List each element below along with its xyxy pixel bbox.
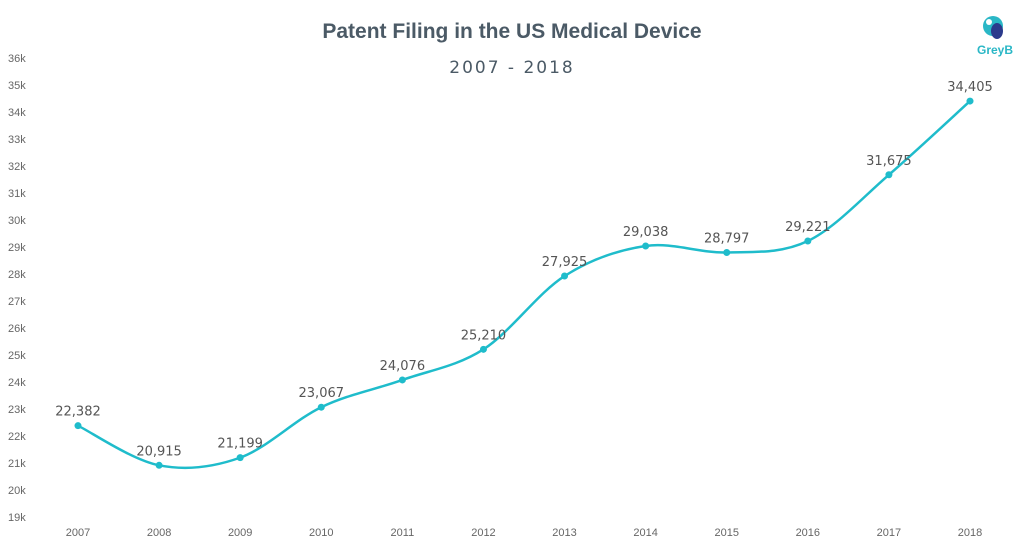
data-point — [236, 454, 244, 462]
y-tick-label: 24k — [8, 377, 26, 389]
x-tick-label: 2007 — [66, 527, 90, 539]
series-line — [77, 100, 971, 470]
x-tick-label: 2009 — [228, 527, 252, 539]
x-tick-label: 2008 — [147, 527, 171, 539]
y-tick-label: 35k — [8, 80, 26, 92]
y-tick-label: 22k — [8, 431, 26, 443]
data-point — [155, 461, 163, 469]
y-tick-label: 28k — [8, 269, 26, 281]
y-tick-label: 34k — [8, 107, 26, 119]
data-label: 23,067 — [299, 386, 345, 401]
data-point — [479, 345, 487, 353]
chart-subtitle: 2007 - 2018 — [449, 58, 575, 78]
x-tick-label: 2013 — [552, 527, 576, 539]
data-label: 29,038 — [623, 225, 669, 240]
y-tick-label: 30k — [8, 215, 26, 227]
y-tick-label: 31k — [8, 188, 26, 200]
y-axis: 19k 20k 21k 22k 23k 24k 25k 26k 27k 28k 29k 30k 31k 3… — [8, 53, 26, 524]
y-tick-label: 20k — [8, 485, 26, 497]
data-label: 21,199 — [217, 437, 263, 452]
data-label: 27,925 — [542, 255, 588, 270]
greyb-logo: GreyB — [972, 10, 1018, 64]
data-point — [966, 97, 974, 105]
logo-icon — [983, 16, 1003, 39]
logo-text: GreyB — [976, 43, 1014, 57]
chart-title: Patent Filing in the US Medical Device — [322, 20, 702, 43]
x-tick-label: 2018 — [958, 527, 982, 539]
data-point — [561, 272, 569, 280]
data-label: 28,797 — [704, 231, 750, 246]
x-tick-label: 2016 — [796, 527, 820, 539]
data-label: 22,382 — [55, 405, 101, 420]
x-tick-label: 2017 — [877, 527, 901, 539]
x-tick-label: 2011 — [391, 527, 415, 539]
x-tick-label: 2015 — [714, 527, 738, 539]
data-labels: 22,382 20,915 21,199 23,067 24,076 25,210 27,9… — [55, 80, 993, 459]
y-tick-label: 21k — [8, 458, 26, 470]
data-point — [317, 403, 325, 411]
x-axis: 2007 2008 2009 2010 2011 2012 2013 2014 2015 2016… — [66, 527, 982, 539]
y-tick-label: 25k — [8, 350, 26, 362]
data-label: 25,210 — [461, 328, 507, 343]
data-point — [74, 422, 82, 430]
data-point — [885, 171, 893, 179]
y-tick-label: 29k — [8, 242, 26, 254]
data-label: 31,675 — [866, 154, 912, 169]
data-label: 29,221 — [785, 220, 831, 235]
data-label: 20,915 — [136, 444, 182, 459]
data-label: 34,405 — [947, 80, 993, 95]
data-points — [74, 97, 974, 469]
y-tick-label: 32k — [8, 161, 26, 173]
y-tick-label: 23k — [8, 404, 26, 416]
y-tick-label: 27k — [8, 296, 26, 308]
y-tick-label: 19k — [8, 512, 26, 524]
x-tick-label: 2012 — [471, 527, 495, 539]
data-label: 24,076 — [380, 359, 426, 374]
data-point — [398, 376, 406, 384]
x-tick-label: 2010 — [309, 527, 333, 539]
data-point — [642, 242, 650, 250]
data-point — [723, 248, 731, 256]
y-tick-label: 26k — [8, 323, 26, 335]
x-tick-label: 2014 — [633, 527, 657, 539]
y-tick-label: 36k — [8, 53, 26, 65]
data-point — [804, 237, 812, 245]
y-tick-label: 33k — [8, 134, 26, 146]
